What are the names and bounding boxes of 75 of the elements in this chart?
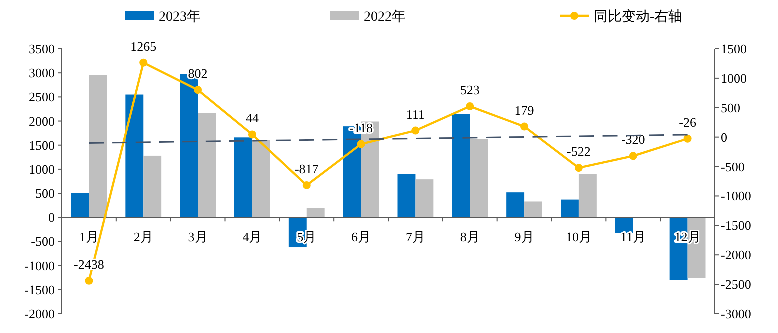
x-tick-label: 8月 <box>460 230 480 245</box>
data-label: 44 <box>246 110 260 126</box>
bar <box>524 202 542 218</box>
bar <box>416 180 434 218</box>
bar <box>398 174 416 218</box>
point <box>412 126 420 135</box>
point <box>302 181 311 190</box>
bar <box>506 192 525 218</box>
legend-label: 2022年 <box>364 9 406 25</box>
y2-tick-label: 0 <box>721 130 728 145</box>
y-tick-label: 3500 <box>29 42 55 56</box>
y2-tick-label: -2000 <box>721 248 752 263</box>
bar <box>126 94 144 218</box>
y2-tick-label: -1000 <box>721 188 752 204</box>
bar <box>615 218 634 234</box>
x-tick-label: 3月 <box>188 230 208 245</box>
data-label: -522 <box>567 144 591 160</box>
y-tick-label: 500 <box>36 186 55 202</box>
x-tick-label: 1月 <box>79 230 99 245</box>
point <box>684 134 692 143</box>
y-tick-label: 2000 <box>29 114 55 129</box>
y2-tick-label: 500 <box>721 100 740 116</box>
point <box>520 122 529 131</box>
y-tick-label: 1000 <box>29 162 55 177</box>
point <box>140 58 148 67</box>
y2-tick-label: -3000 <box>721 306 752 322</box>
bar <box>452 114 470 218</box>
data-label: -118 <box>350 120 373 136</box>
x-tick-label: 2月 <box>134 230 154 245</box>
legend-label: 同比变动-右轴 <box>594 9 683 25</box>
bar <box>306 208 325 218</box>
data-label: 523 <box>460 82 480 98</box>
x-tick-label: 4月 <box>242 230 262 245</box>
x-tick-label: 9月 <box>514 230 534 245</box>
data-label: -817 <box>294 161 320 176</box>
y2-tick-label: -2500 <box>721 277 752 292</box>
y-tick-label: -500 <box>31 234 55 250</box>
x-tick-label: 11月 <box>620 230 646 245</box>
point <box>85 276 94 285</box>
data-label: 179 <box>514 102 534 118</box>
x-tick-label: 10月 <box>566 230 592 245</box>
legend-label: 2023年 <box>159 9 201 25</box>
y-tick-label: -1500 <box>24 282 55 298</box>
point <box>466 102 474 111</box>
bar <box>198 113 216 218</box>
point <box>629 152 638 160</box>
y-tick-label: 2500 <box>29 90 55 105</box>
y2-tick-label: 1000 <box>721 70 747 86</box>
bar <box>71 193 90 218</box>
x-tick-label: 7月 <box>406 230 426 245</box>
bar <box>144 156 162 218</box>
y-tick-label: 3000 <box>29 66 55 81</box>
point <box>357 140 366 148</box>
bar <box>252 140 270 218</box>
bar <box>89 76 108 218</box>
x-tick-label: 12月 <box>674 230 701 245</box>
data-label: 111 <box>406 106 425 122</box>
y-tick-label: -1000 <box>24 258 55 274</box>
y-tick-label: 0 <box>48 210 55 226</box>
x-tick-label: 6月 <box>352 230 372 245</box>
bar <box>470 139 488 218</box>
y-tick-label: 1500 <box>29 138 55 153</box>
bar <box>234 138 252 218</box>
data-label: 802 <box>188 66 208 82</box>
point <box>194 86 202 94</box>
point <box>574 164 583 172</box>
y2-tick-label: -500 <box>721 159 745 174</box>
y-tick-label: -2000 <box>24 306 55 322</box>
data-label: -26 <box>679 114 697 130</box>
bar <box>561 200 579 218</box>
bar <box>578 174 597 218</box>
y2-tick-label: 1500 <box>721 42 747 56</box>
y2-tick-label: -1500 <box>721 218 752 234</box>
point <box>248 130 256 139</box>
data-label: 1265 <box>130 38 157 54</box>
